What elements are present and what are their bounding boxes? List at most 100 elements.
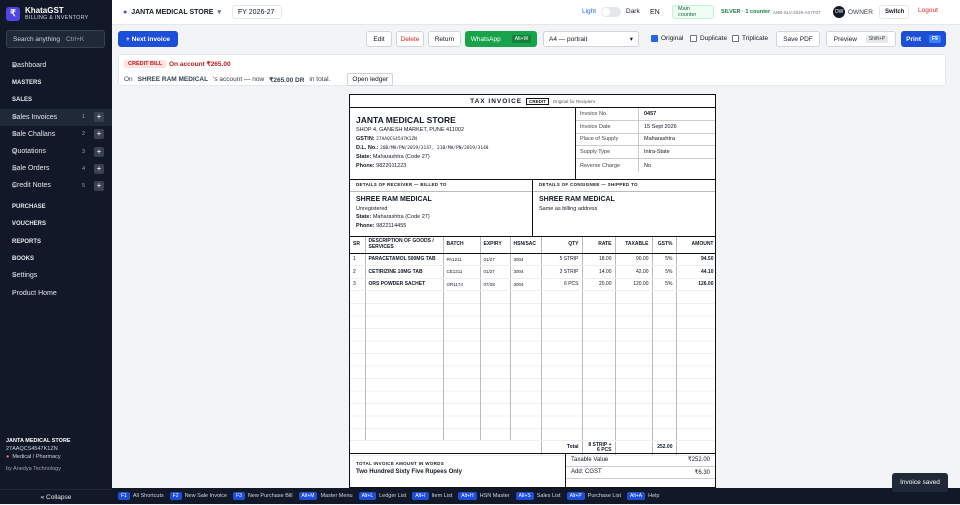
open-ledger-button[interactable]: Open ledger: [347, 73, 394, 86]
item-cell: 94.50: [676, 253, 715, 266]
nav-item[interactable]: ▤ Sale Challans 2 +: [0, 126, 112, 143]
nav-add[interactable]: +: [94, 146, 104, 157]
caret: ▾: [217, 9, 221, 16]
column-header: EXPIRY: [480, 237, 511, 254]
shortcut-label: New Purchase Bill: [247, 493, 293, 499]
nav-add[interactable]: +: [94, 163, 104, 174]
avatar: OW: [833, 6, 845, 18]
footer-company: JANTA MEDICAL STORE: [6, 438, 71, 444]
collapse-button[interactable]: « Collapse: [0, 489, 112, 504]
items-body: 1 PARACETAMOL 500MG TAB PA1211 01/27 3004 5 S…: [350, 253, 715, 456]
shortcut-key: Alt+P: [566, 492, 585, 500]
value: Maharashtra (Code 27): [372, 214, 430, 220]
delete-button[interactable]: Delete: [396, 31, 424, 47]
paper-select[interactable]: A4 — portrait ▾: [543, 31, 639, 47]
nav-item[interactable]: ▤ Quotations 3 +: [0, 143, 112, 160]
shortcut-label: Help: [648, 493, 660, 499]
nav-section[interactable]: › MASTERS: [0, 74, 112, 91]
item-cell: CETIRIZINE 10MG TAB: [365, 265, 444, 279]
label: State:: [356, 154, 372, 160]
shortcut[interactable]: F2 New Sale Invoice: [169, 492, 227, 500]
nav-section[interactable]: › PURCHASE: [0, 199, 112, 216]
column-header: RATE: [582, 237, 616, 254]
nav-icon: ⌂: [12, 290, 16, 297]
nav-item[interactable]: ▤ Sale Orders 4 +: [0, 160, 112, 177]
shortcut[interactable]: Alt+S Sales List: [515, 492, 561, 500]
filler-cell: [480, 290, 511, 441]
whatsapp-text: WhatsApp: [470, 35, 501, 43]
save-pdf-button[interactable]: Save PDF: [776, 31, 820, 47]
next-invoice-button[interactable]: + Next invoice: [118, 31, 178, 47]
shortcut-key: Alt+M: [298, 492, 318, 500]
label: D.L. No.:: [356, 145, 379, 151]
nav-add[interactable]: +: [94, 129, 104, 140]
shortcut-key: Alt+A: [627, 492, 646, 500]
whatsapp-button[interactable]: WhatsApp Alt+W: [465, 31, 537, 47]
theme-toggle[interactable]: [601, 7, 621, 17]
nav-section[interactable]: › REPORTS: [0, 233, 112, 250]
nav-add[interactable]: +: [94, 112, 104, 123]
nav-label: PURCHASE: [12, 204, 46, 211]
nav-item[interactable]: ⚙ Settings: [0, 267, 112, 284]
search-box[interactable]: Search anything Ctrl+K: [6, 30, 105, 48]
box: [690, 35, 697, 42]
counter: Main counter: [672, 5, 714, 19]
duplicate-checkbox[interactable]: Duplicate: [690, 35, 727, 42]
column-header: HSN/SAC: [510, 237, 542, 254]
on: On: [124, 76, 133, 83]
summary-label: Taxable Value: [571, 456, 609, 463]
seller-address: SHOP 4, GANESH MARKET, PUNE 411002: [356, 127, 465, 133]
shortcut[interactable]: F1 All Shortcuts: [118, 492, 164, 500]
edit-button[interactable]: Edit: [366, 31, 392, 47]
shortcut[interactable]: F3 New Purchase Bill: [233, 492, 293, 500]
nav-item[interactable]: ▤ Sales Invoices 1 +: [0, 108, 112, 126]
print-button[interactable]: Print F9: [901, 31, 946, 47]
shortcut[interactable]: Alt+P Purchase List: [566, 492, 621, 500]
switch-button[interactable]: Switch: [879, 5, 909, 19]
item-cell: 1: [350, 253, 366, 266]
shortcut[interactable]: Alt+I Item List: [412, 492, 452, 500]
nav-section[interactable]: › BOOKS: [0, 250, 112, 267]
fy-select[interactable]: FY 2026-27: [232, 5, 282, 19]
item-row: 2 CETIRIZINE 10MG TAB CE1211 01/27 3004 3 STR…: [350, 265, 715, 279]
item-cell: 14.00: [582, 265, 616, 279]
switch-text: Switch: [885, 9, 905, 15]
shortcut[interactable]: Alt+L Ledger List: [358, 492, 406, 500]
logout-button[interactable]: Logout: [918, 7, 938, 14]
company-select[interactable]: ● JANTA MEDICAL STORE ▾: [118, 5, 228, 19]
return-button[interactable]: Return: [428, 31, 461, 47]
preview-button[interactable]: Preview Shift+P: [826, 31, 896, 47]
words-heading: TOTAL INVOICE AMOUNT IN WORDS: [356, 461, 445, 466]
summary: Taxable Value ₹252.00 Add: CGST ₹6.30: [566, 453, 715, 487]
original-checkbox[interactable]: Original: [651, 35, 683, 42]
meta-row: Reverse Charge No: [576, 159, 715, 172]
lang-select[interactable]: EN: [647, 5, 667, 19]
nav-section[interactable]: › VOUCHERS: [0, 216, 112, 233]
toggle-knob: [602, 8, 610, 16]
summary-row: Taxable Value ₹252.00: [566, 454, 715, 467]
nav-icon: ⌄: [12, 96, 17, 103]
logo: ₹: [6, 6, 20, 21]
shortcut[interactable]: Alt+H HSN Master: [458, 492, 510, 500]
shortcut-key: F1: [118, 492, 130, 500]
nav-item[interactable]: ⌂ Product Home: [0, 285, 112, 302]
balance-line: On SHREE RAM MEDICAL 's account — now ₹2…: [124, 73, 394, 86]
meta-value: Maharashtra: [644, 136, 675, 143]
invoice-badge: CREDIT: [526, 97, 549, 105]
nav-icon: ›: [12, 255, 14, 262]
top-bar: ● JANTA MEDICAL STORE ▾ FY 2026-27 Light D…: [112, 0, 960, 25]
shortcut[interactable]: Alt+A Help: [627, 492, 659, 500]
on-account: On account ₹265.00: [169, 61, 231, 68]
filler-cell: [652, 290, 677, 441]
triplicate-checkbox[interactable]: Triplicate: [732, 35, 768, 42]
nav-item[interactable]: ▤ Credit Notes 5 +: [0, 177, 112, 194]
nav-section[interactable]: ⌄ SALES: [0, 91, 112, 108]
pharmacy-icon: ●: [6, 454, 10, 460]
plan: SILVER · 1 counter: [721, 9, 771, 15]
nav-item[interactable]: ▣ Dashboard: [0, 57, 112, 74]
shortcut[interactable]: Alt+M Master Menu: [298, 492, 353, 500]
column-header: TAXABLE: [615, 237, 653, 254]
nav-add[interactable]: +: [94, 180, 104, 191]
nav-label: VOUCHERS: [12, 221, 47, 228]
